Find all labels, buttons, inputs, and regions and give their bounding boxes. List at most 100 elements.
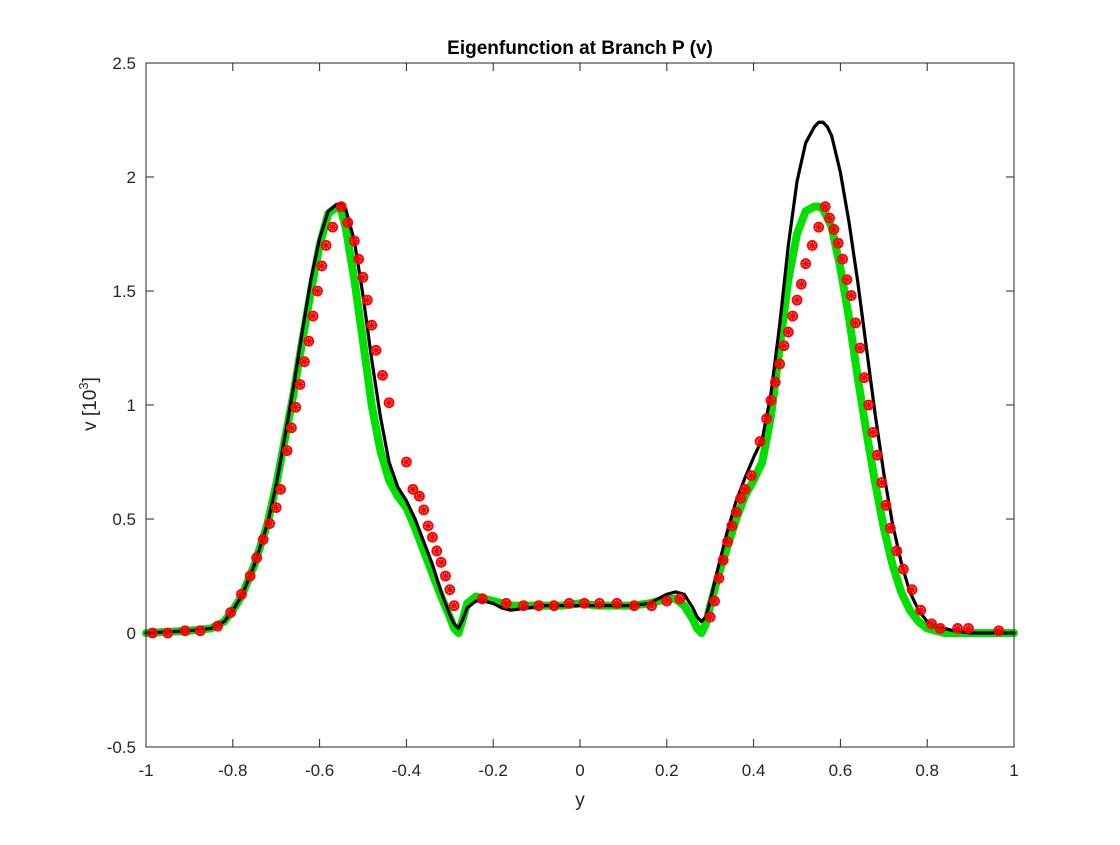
data-point [897, 563, 909, 575]
data-point [769, 376, 781, 388]
y-tick-label: 1.5 [112, 282, 136, 301]
data-point [761, 413, 773, 425]
data-point [722, 536, 733, 548]
data-point [342, 217, 354, 229]
data-point [533, 600, 545, 612]
x-tick-label: 0.8 [915, 761, 939, 780]
data-point [746, 470, 757, 482]
data-point [500, 597, 512, 609]
data-point [795, 278, 807, 290]
data-point [435, 556, 447, 568]
data-point [400, 456, 412, 468]
data-point [251, 552, 263, 564]
data-point [906, 584, 918, 596]
data-point [407, 483, 419, 495]
data-point [934, 623, 946, 634]
data-point [427, 531, 438, 543]
data-point [366, 319, 378, 331]
data-point [348, 235, 360, 247]
data-point [563, 597, 575, 609]
data-point [357, 271, 369, 283]
data-point [299, 356, 310, 368]
data-point [162, 627, 174, 639]
data-point [518, 600, 529, 612]
y-axis-label-suffix: ] [80, 377, 101, 382]
data-point [871, 449, 883, 461]
data-point [891, 545, 903, 557]
y-tick-label: 1 [127, 396, 136, 415]
y-axis-ticks: -0.5 0 0.5 1 1.5 2 2.5 [107, 54, 1014, 757]
y-axis-label-exponent: 3 [76, 382, 91, 389]
data-point [335, 201, 347, 213]
data-point [867, 426, 879, 438]
data-point [787, 310, 799, 322]
data-point [194, 625, 206, 637]
data-point [863, 399, 875, 411]
x-tick-label: -1 [138, 761, 153, 780]
data-point [739, 483, 751, 495]
data-point [370, 344, 382, 356]
data-point [236, 588, 247, 600]
data-point [414, 490, 425, 502]
data-point [837, 253, 848, 265]
data-point [993, 625, 1005, 637]
data-point [884, 522, 896, 534]
x-tick-label: -0.6 [305, 761, 334, 780]
plot-area [142, 120, 1018, 639]
data-point [782, 326, 794, 338]
data-point [316, 260, 328, 272]
data-point [735, 493, 746, 504]
y-tick-label: 0 [127, 624, 136, 643]
x-axis-label: y [575, 790, 585, 811]
data-point [440, 570, 451, 582]
data-point [791, 294, 803, 306]
data-point [307, 310, 319, 322]
x-tick-label: 1 [1009, 761, 1018, 780]
data-point [828, 224, 840, 235]
data-point [850, 317, 861, 329]
data-point [824, 212, 835, 224]
data-point [275, 483, 286, 495]
x-tick-label: 0.6 [829, 761, 853, 780]
data-point [713, 572, 725, 584]
data-point [578, 597, 590, 609]
data-point [858, 372, 870, 384]
data-point [765, 395, 777, 406]
y-axis-label: v [103] [76, 377, 101, 431]
data-point [225, 607, 237, 618]
data-point [244, 570, 256, 582]
x-tick-label: 0.4 [742, 761, 766, 780]
series-2-markers [147, 201, 1005, 639]
data-point [212, 620, 224, 632]
data-point [854, 342, 866, 354]
data-point [704, 611, 716, 623]
data-point [281, 445, 293, 457]
axes-box [145, 62, 1015, 748]
data-point [270, 502, 282, 514]
chart-title: Eigenfunction at Branch P (v) [447, 38, 713, 59]
data-point [646, 600, 658, 612]
data-point [327, 221, 339, 233]
data-point [418, 504, 430, 516]
x-tick-label: -0.4 [392, 761, 421, 780]
data-point [377, 369, 388, 381]
x-tick-label: 0.2 [655, 761, 679, 780]
data-point [806, 239, 818, 251]
data-point [778, 340, 790, 352]
data-point [674, 593, 686, 605]
data-point [476, 593, 488, 605]
data-point [709, 595, 720, 607]
data-point [422, 520, 434, 532]
x-tick-label: -0.8 [218, 761, 247, 780]
data-point [290, 401, 302, 413]
x-tick-label: -0.2 [479, 761, 508, 780]
data-point [179, 625, 191, 637]
data-point [320, 239, 332, 251]
data-point [448, 600, 460, 612]
y-axis-label-prefix: v [10 [80, 390, 101, 431]
data-point [774, 358, 786, 370]
y-tick-label: 2 [127, 168, 136, 187]
